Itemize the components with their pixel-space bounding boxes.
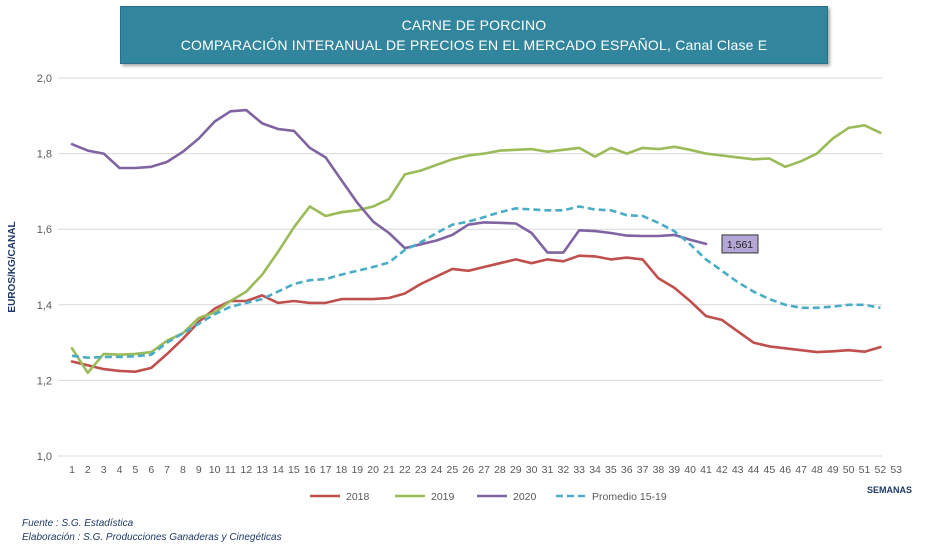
x-tick-label: 37 — [637, 464, 649, 476]
legend-item-label: Promedio 15-19 — [592, 491, 667, 503]
chart-subtitle: COMPARACIÓN INTERANUAL DE PRECIOS EN EL … — [180, 37, 768, 53]
x-tick-label: 4 — [117, 464, 123, 476]
x-tick-label: 24 — [431, 464, 443, 476]
series-line-promedio-15-19 — [71, 205, 881, 360]
x-tick-label: 17 — [320, 464, 332, 476]
x-tick-label: 35 — [605, 464, 617, 476]
x-tick-label: 23 — [415, 464, 427, 476]
x-tick-label: 42 — [716, 464, 728, 476]
x-tick-label: 44 — [748, 464, 760, 476]
x-tick-label: 10 — [209, 464, 221, 476]
x-tick-label: 8 — [180, 464, 186, 476]
y-tick-label: 1,6 — [37, 224, 52, 236]
x-tick-label: 20 — [367, 464, 379, 476]
y-tick-label: 1,4 — [37, 300, 52, 312]
x-tick-label: 9 — [196, 464, 202, 476]
x-tick-label: 52 — [875, 464, 887, 476]
legend-item-label: 2018 — [346, 491, 370, 503]
y-tick-label: 1,2 — [37, 375, 52, 387]
x-tick-label: 36 — [621, 464, 633, 476]
x-tick-label: 48 — [811, 464, 823, 476]
x-tick-label: 34 — [589, 464, 601, 476]
x-tick-label: 47 — [795, 464, 807, 476]
x-tick-label: 13 — [256, 464, 268, 476]
elaboration-note: Elaboración : S.G. Producciones Ganadera… — [22, 532, 282, 543]
x-tick-label: 50 — [843, 464, 855, 476]
x-tick-label: 29 — [510, 464, 522, 476]
y-tick-label: 1,0 — [37, 451, 52, 463]
source-note: Fuente : S.G. Estadística — [22, 518, 134, 529]
x-tick-label: 41 — [700, 464, 712, 476]
x-tick-label: 12 — [241, 464, 253, 476]
legend-item-label: 2020 — [513, 491, 537, 503]
x-tick-label: 51 — [859, 464, 871, 476]
x-tick-label: 26 — [462, 464, 474, 476]
series-line-2019 — [70, 124, 882, 375]
x-tick-label: 18 — [336, 464, 348, 476]
x-tick-label: 33 — [573, 464, 585, 476]
x-tick-label: 21 — [383, 464, 395, 476]
legend-item-label: 2019 — [431, 491, 455, 503]
x-tick-label: 16 — [304, 464, 316, 476]
x-tick-label: 38 — [653, 464, 665, 476]
x-tick-label: 6 — [148, 464, 154, 476]
y-tick-label: 2,0 — [37, 73, 52, 85]
value-annotation-label: 1,561 — [727, 239, 753, 251]
x-tick-label: 19 — [351, 464, 363, 476]
x-axis-label: SEMANAS — [867, 485, 912, 495]
x-tick-label: 5 — [132, 464, 138, 476]
series-line-2020 — [70, 108, 708, 254]
y-axis-label: EUROS/KG/CANAL — [7, 221, 18, 312]
x-tick-label: 31 — [542, 464, 554, 476]
series-line-2018 — [70, 254, 882, 374]
x-tick-label: 40 — [684, 464, 696, 476]
x-tick-label: 3 — [101, 464, 107, 476]
x-tick-label: 39 — [668, 464, 680, 476]
y-tick-label: 1,8 — [37, 149, 52, 161]
x-tick-label: 11 — [225, 464, 236, 476]
x-tick-label: 7 — [164, 464, 170, 476]
x-tick-label: 2 — [85, 464, 91, 476]
x-tick-label: 32 — [558, 464, 570, 476]
x-tick-label: 53 — [890, 464, 902, 476]
x-tick-label: 49 — [827, 464, 839, 476]
x-tick-label: 27 — [478, 464, 490, 476]
x-tick-label: 14 — [272, 464, 284, 476]
x-tick-label: 46 — [779, 464, 791, 476]
x-tick-label: 45 — [764, 464, 776, 476]
x-tick-label: 22 — [399, 464, 411, 476]
x-tick-label: 25 — [447, 464, 459, 476]
chart-title-box: CARNE DE PORCINO COMPARACIÓN INTERANUAL … — [120, 6, 828, 64]
x-tick-label: 30 — [526, 464, 538, 476]
chart-title: CARNE DE PORCINO — [401, 17, 547, 33]
x-tick-label: 43 — [732, 464, 744, 476]
x-tick-label: 1 — [69, 464, 75, 476]
x-tick-label: 15 — [288, 464, 300, 476]
value-annotation-box — [721, 234, 759, 254]
x-tick-label: 28 — [494, 464, 506, 476]
